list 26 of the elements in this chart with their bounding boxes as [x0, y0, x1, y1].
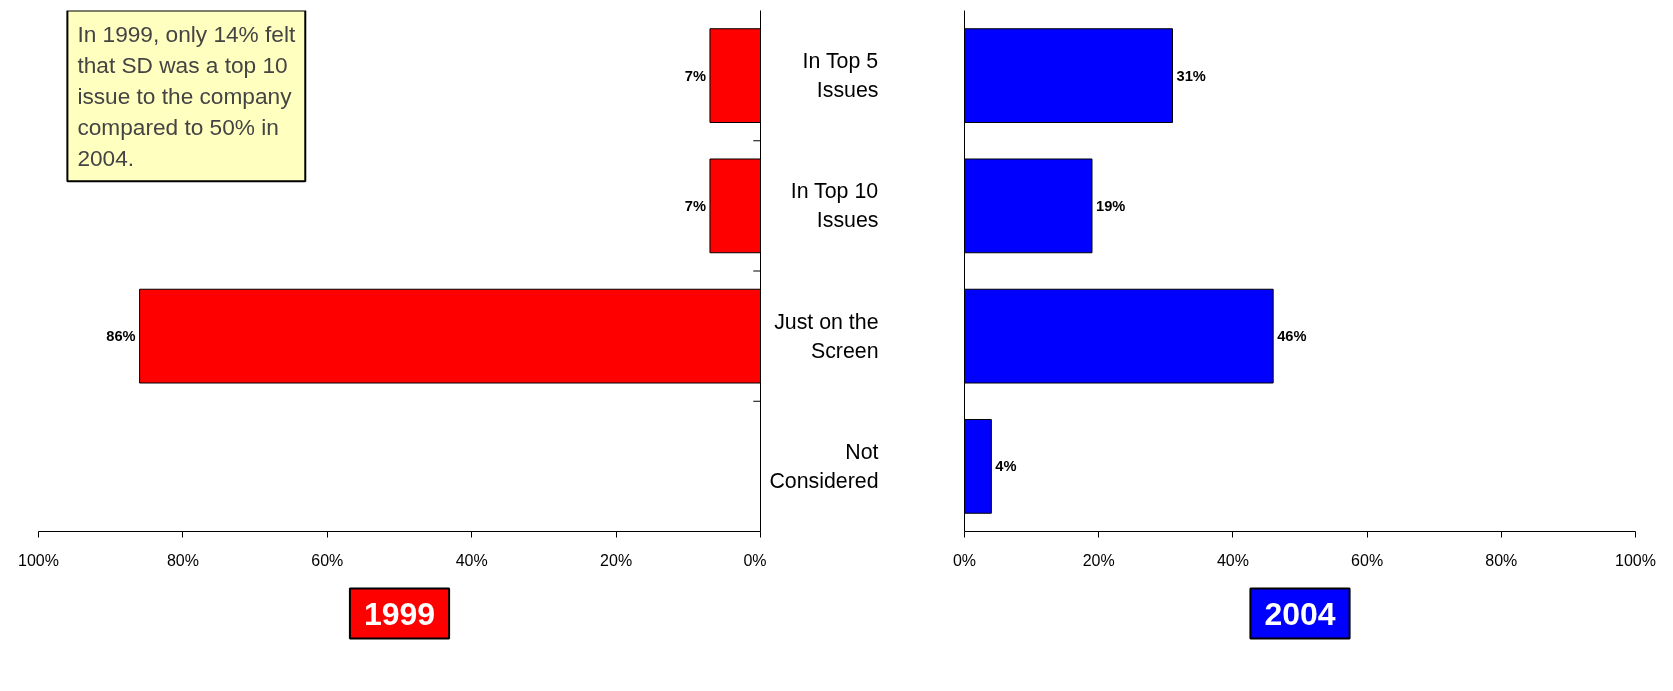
x-tick-label: 0%: [743, 551, 767, 569]
x-tick-label: 60%: [311, 551, 344, 569]
x-tick-label: 100%: [18, 551, 59, 569]
y-tick-label: Just on the Screen: [774, 309, 879, 363]
y-tick-label: In Top 5 Issues: [802, 49, 879, 103]
x-tick-label: 20%: [1082, 551, 1115, 569]
x-tick-label: 80%: [166, 551, 199, 569]
x-tick-label: 60%: [1351, 551, 1384, 569]
annotation: In 1999, only 14% felt that SD was a top 10 issue to the company compared to 50% in 2004.: [77, 20, 296, 172]
text: 1999: [363, 595, 436, 632]
x-tick-label: 40%: [455, 551, 488, 569]
data-label: 4%: [995, 458, 1017, 475]
data-label: 7%: [684, 67, 706, 84]
x-tick-label: 40%: [1216, 551, 1249, 569]
text: 2004: [1264, 595, 1336, 632]
y-tick-label: In Top 10 Issues: [790, 179, 879, 233]
data-label: 7%: [684, 197, 706, 214]
data-label: 19%: [1095, 197, 1126, 214]
x-tick-label: 100%: [1615, 551, 1656, 569]
data-label: 31%: [1176, 67, 1206, 84]
x-tick-label: 0%: [952, 551, 977, 569]
x-tick-label: 80%: [1485, 551, 1518, 569]
y-tick-label: Not Considered: [769, 439, 879, 493]
data-label: 86%: [106, 328, 136, 345]
x-tick-label: 20%: [600, 551, 633, 569]
data-label: 46%: [1277, 328, 1307, 345]
